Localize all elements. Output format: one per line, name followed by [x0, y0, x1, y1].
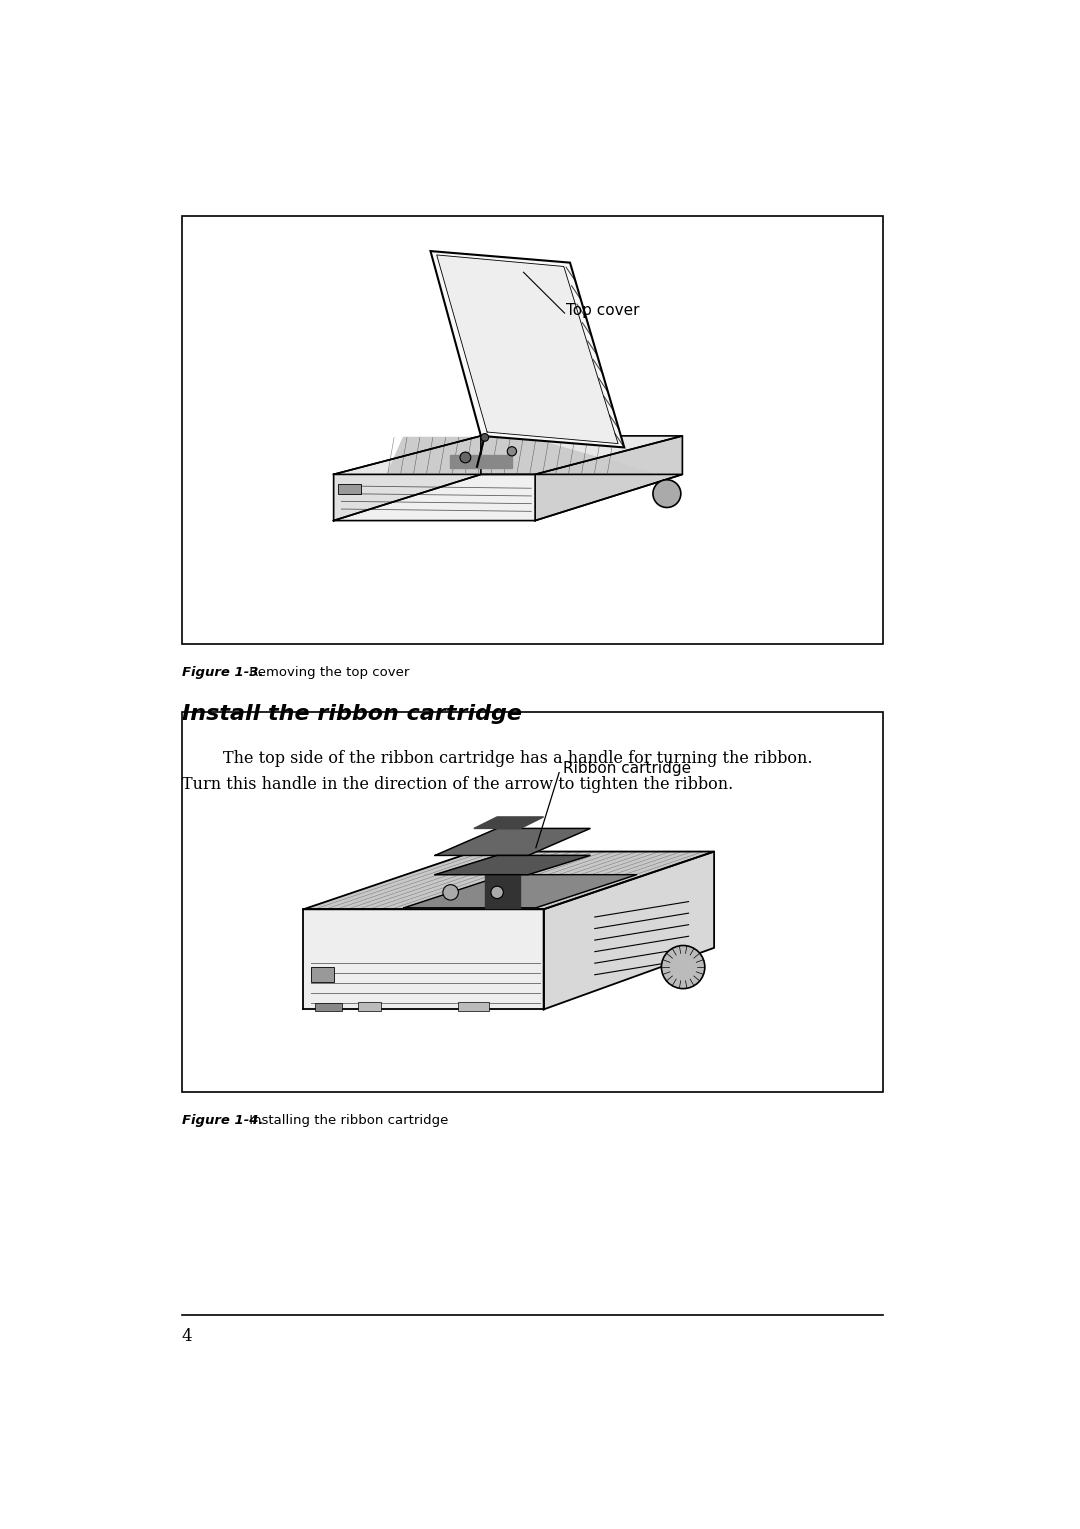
- Circle shape: [491, 887, 503, 899]
- Polygon shape: [303, 910, 543, 1009]
- Polygon shape: [435, 855, 590, 875]
- Polygon shape: [458, 1001, 489, 1011]
- Bar: [181, 216, 882, 644]
- Circle shape: [443, 885, 458, 901]
- Polygon shape: [388, 437, 651, 472]
- Text: The top side of the ribbon cartridge has a handle for turning the ribbon.: The top side of the ribbon cartridge has…: [181, 751, 812, 768]
- Text: 4: 4: [181, 1329, 192, 1346]
- Text: Figure 1-4.: Figure 1-4.: [181, 1113, 264, 1127]
- Polygon shape: [334, 474, 683, 520]
- Text: Turn this handle in the direction of the arrow to tighten the ribbon.: Turn this handle in the direction of the…: [181, 777, 732, 794]
- Polygon shape: [404, 875, 636, 908]
- Polygon shape: [450, 456, 512, 468]
- Polygon shape: [435, 829, 590, 855]
- Polygon shape: [315, 1003, 342, 1011]
- Polygon shape: [535, 436, 683, 520]
- Circle shape: [653, 480, 680, 508]
- Polygon shape: [543, 852, 714, 1009]
- Polygon shape: [303, 852, 714, 910]
- Circle shape: [481, 434, 488, 442]
- Polygon shape: [474, 816, 543, 829]
- Polygon shape: [338, 483, 361, 494]
- Polygon shape: [436, 255, 618, 443]
- Polygon shape: [357, 1001, 381, 1011]
- Polygon shape: [311, 966, 335, 983]
- Text: Figure 1-3.: Figure 1-3.: [181, 665, 264, 679]
- Bar: [181, 711, 882, 1092]
- Text: Install the ribbon cartridge: Install the ribbon cartridge: [181, 703, 522, 725]
- Text: Removing the top cover: Removing the top cover: [245, 665, 409, 679]
- Circle shape: [661, 945, 705, 989]
- Text: Ribbon cartridge: Ribbon cartridge: [563, 761, 691, 777]
- Text: Installing the ribbon cartridge: Installing the ribbon cartridge: [245, 1113, 448, 1127]
- Text: Top cover: Top cover: [566, 303, 639, 318]
- Circle shape: [460, 453, 471, 463]
- Circle shape: [508, 446, 516, 456]
- Polygon shape: [486, 875, 521, 908]
- Polygon shape: [334, 436, 481, 520]
- Polygon shape: [431, 251, 624, 448]
- Polygon shape: [334, 436, 683, 474]
